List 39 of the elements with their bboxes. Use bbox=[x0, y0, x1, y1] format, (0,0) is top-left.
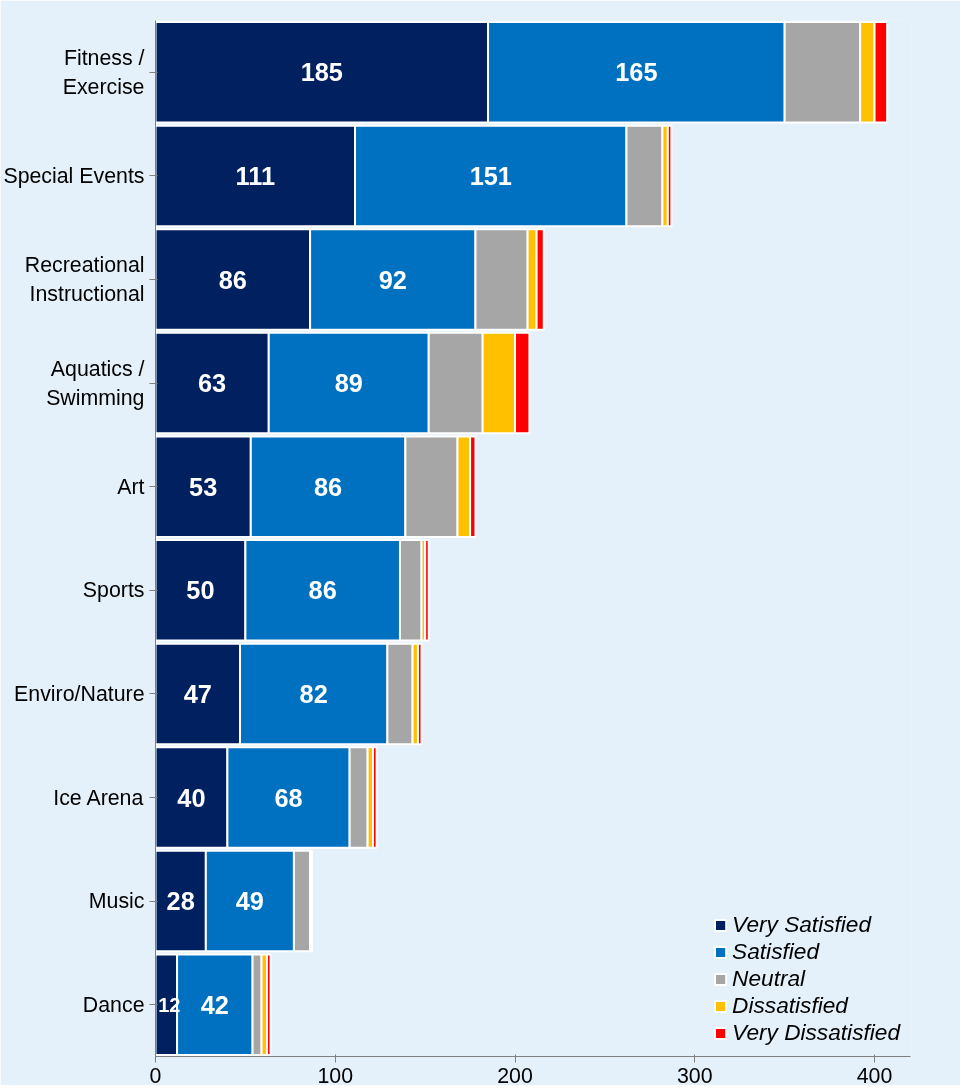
data-label: 89 bbox=[334, 369, 363, 398]
data-label: 111 bbox=[235, 161, 275, 190]
data-label: 86 bbox=[218, 265, 247, 294]
x-tick-label: 300 bbox=[676, 1063, 713, 1088]
y-tick-label: Music bbox=[88, 889, 145, 914]
data-label: 82 bbox=[299, 679, 328, 708]
y-tick-label: Aquatics / Swimming bbox=[46, 356, 145, 410]
y-tick-label: Dance bbox=[82, 992, 145, 1017]
data-label: 68 bbox=[274, 783, 303, 812]
data-label: 42 bbox=[200, 990, 229, 1019]
y-tick-label: Fitness / Exercise bbox=[62, 45, 145, 99]
y-tick-label: Art bbox=[117, 474, 145, 499]
data-label: 40 bbox=[177, 783, 206, 812]
y-tick-label: Special Events bbox=[3, 163, 145, 188]
legend-label: Very Satisfied bbox=[732, 911, 872, 938]
x-tick-label: 200 bbox=[497, 1063, 533, 1088]
y-tick-label: Recreational Instructional bbox=[24, 253, 145, 306]
data-label: 28 bbox=[166, 887, 195, 916]
data-label: 53 bbox=[189, 472, 218, 501]
y-tick-label: Sports bbox=[82, 578, 145, 603]
legend-label: Dissatisfied bbox=[732, 992, 848, 1019]
data-label: 50 bbox=[186, 576, 215, 605]
x-tick-label: 100 bbox=[317, 1063, 354, 1088]
x-tick-label: 400 bbox=[856, 1063, 893, 1088]
data-label: 165 bbox=[615, 58, 658, 87]
legend-label: Very Dissatisfied bbox=[732, 1019, 900, 1046]
legend-label: Satisfied bbox=[732, 938, 820, 965]
y-tick-label: Enviro/Nature bbox=[14, 681, 145, 706]
data-label: 92 bbox=[378, 265, 407, 294]
data-label: 47 bbox=[183, 679, 212, 708]
legend-label: Neutral bbox=[732, 965, 806, 992]
y-tick-label: Ice Arena bbox=[53, 785, 144, 810]
data-label: 86 bbox=[313, 472, 343, 501]
data-label: 49 bbox=[235, 887, 264, 916]
data-label: 86 bbox=[308, 576, 337, 605]
data-label: 63 bbox=[198, 369, 227, 398]
x-tick-label: 0 bbox=[149, 1063, 162, 1088]
data-label: 185 bbox=[300, 58, 343, 87]
data-label: 151 bbox=[469, 161, 512, 190]
